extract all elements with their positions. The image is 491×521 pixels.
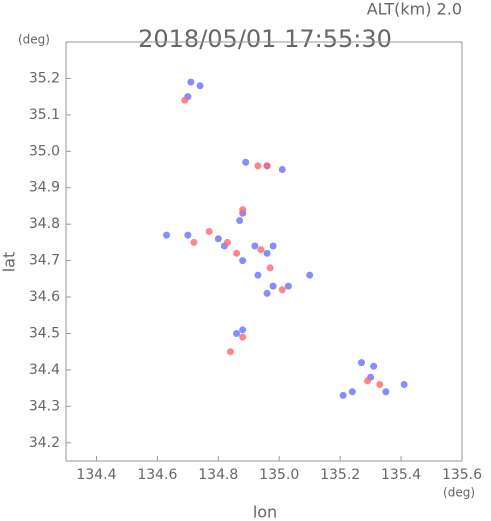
echo-point	[251, 242, 259, 250]
x-axis-label: lon	[253, 503, 277, 521]
echo-point	[196, 82, 204, 90]
echo-point	[266, 264, 274, 272]
echo-point	[187, 78, 195, 86]
echo-point	[181, 96, 189, 104]
echo-point	[233, 249, 241, 257]
echo-point	[370, 362, 378, 370]
y-tick-label: 34.4	[29, 362, 60, 378]
echo-point	[364, 377, 372, 385]
echo-point	[163, 231, 171, 239]
echo-point	[239, 326, 247, 334]
x-tick-label: 134.6	[137, 467, 177, 483]
plot-frame	[65, 41, 463, 462]
x-tick-label: 135.4	[381, 467, 421, 483]
echo-point	[306, 271, 314, 279]
echo-point	[348, 388, 356, 396]
echo-point	[239, 206, 247, 214]
altitude-label: ALT(km) 2.0	[367, 0, 462, 19]
y-tick-label: 34.5	[29, 325, 60, 341]
echo-point	[278, 166, 286, 174]
echo-point	[269, 242, 277, 250]
y-axis-label: lat	[0, 252, 19, 273]
echo-point	[382, 388, 390, 396]
echo-point	[263, 249, 271, 257]
y-tick-label: 34.8	[29, 216, 60, 232]
echo-point	[357, 359, 365, 367]
y-tick-label: 35.2	[29, 70, 60, 86]
y-tick-label: 35.1	[29, 107, 60, 123]
echo-point	[254, 271, 262, 279]
echo-point	[254, 162, 262, 170]
x-tick-label: 134.4	[76, 467, 116, 483]
echo-point	[242, 158, 250, 166]
echo-point	[190, 238, 198, 246]
y-tick-label: 35.0	[29, 143, 60, 159]
echo-point	[284, 282, 292, 290]
y-tick-label: 34.2	[29, 435, 60, 451]
echo-point	[214, 235, 222, 243]
x-unit: (deg)	[443, 486, 475, 500]
y-tick-label: 34.6	[29, 289, 60, 305]
echo-point	[236, 217, 244, 225]
x-tick-label: 135.6	[442, 467, 482, 483]
echo-point	[278, 286, 286, 294]
y-unit: (deg)	[18, 33, 50, 47]
y-tick-label: 34.3	[29, 398, 60, 414]
echo-point	[257, 246, 265, 254]
echo-point	[223, 238, 231, 246]
echo-point	[184, 231, 192, 239]
echo-point	[376, 380, 384, 388]
echo-point	[339, 391, 347, 399]
echo-point	[239, 333, 247, 341]
echo-point	[263, 162, 271, 170]
echo-point	[400, 380, 408, 388]
echo-point	[239, 257, 247, 265]
echo-point	[233, 329, 241, 337]
chart-title: 2018/05/01 17:55:30	[138, 25, 392, 53]
y-tick-label: 34.9	[29, 180, 60, 196]
echo-point	[263, 289, 271, 297]
echo-point	[226, 348, 234, 356]
x-tick-label: 135.0	[259, 467, 299, 483]
echo-point	[269, 282, 277, 290]
x-tick-label: 135.2	[320, 467, 360, 483]
y-tick-label: 34.7	[29, 253, 60, 269]
x-tick-label: 134.8	[198, 467, 238, 483]
echo-point	[205, 227, 213, 235]
